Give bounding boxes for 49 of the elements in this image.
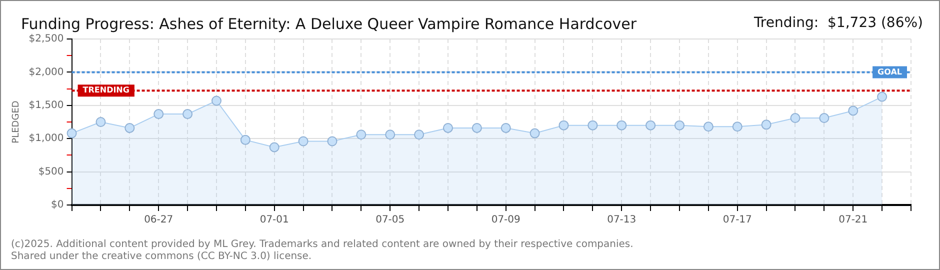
ref-line-label: GOAL: [878, 67, 902, 76]
point: [530, 128, 540, 138]
y-tick-label: $1,500: [28, 100, 64, 111]
y-tick-label: $0: [51, 200, 64, 211]
point: [211, 96, 222, 106]
point: [182, 109, 193, 120]
y-tick-label: $500: [38, 166, 64, 178]
ref-line-label: TRENDING: [82, 86, 130, 95]
point: [472, 122, 482, 133]
text: (c)2025. Additional content provided by ML Grey. Trademarks and related content are owned by their respective companies.: [11, 239, 634, 250]
x-tick-label: 07-09: [491, 214, 520, 226]
point: [588, 120, 598, 130]
point: [298, 136, 308, 146]
point: [154, 109, 164, 120]
point: [819, 113, 830, 124]
x-tick-label: 07-13: [607, 214, 636, 226]
x-tick-label: 07-05: [376, 214, 405, 226]
point: [66, 128, 77, 138]
point: [385, 130, 396, 140]
point: [327, 136, 338, 146]
point: [240, 134, 250, 145]
point: [848, 106, 858, 116]
point: [877, 92, 888, 102]
x-tick-label: 07-21: [838, 214, 868, 226]
point: [269, 142, 280, 152]
point: [761, 120, 772, 130]
chart-title: Funding Progress: Ashes of Eternity: A Deluxe Queer Vampire Romance Hardcover: [21, 15, 638, 33]
point: [124, 122, 135, 133]
y-tick-label: $2,000: [28, 66, 64, 78]
point: [500, 122, 511, 133]
x-tick-label: 07-01: [260, 214, 289, 226]
point: [96, 117, 106, 127]
point: [558, 120, 569, 130]
point: [356, 130, 366, 140]
point: [616, 120, 627, 130]
point: [414, 130, 424, 140]
point: [703, 122, 714, 132]
y-tick-label: $2,500: [28, 34, 64, 45]
point: [674, 120, 684, 130]
x-tick-label: 06-27: [144, 214, 174, 226]
y-tick-label: $1,000: [28, 133, 64, 144]
point: [646, 120, 656, 130]
point: [732, 122, 742, 132]
x-tick-label: 07-17: [722, 214, 752, 226]
point: [442, 122, 453, 133]
y-axis-title: PLEDGED: [12, 100, 22, 144]
point: [790, 113, 800, 124]
chart-subtitle: Trending: $1,723 (86%): [752, 15, 923, 31]
text: Shared under the creative commons (CC BY-NC 3.0) license.: [11, 251, 312, 262]
